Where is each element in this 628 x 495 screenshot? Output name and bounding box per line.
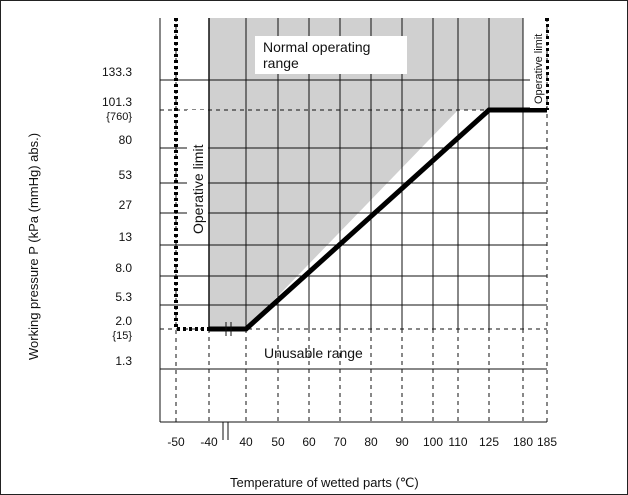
x-axis-break-mark <box>222 322 232 440</box>
x-tick-label: 50 <box>271 435 285 449</box>
y-tick-label: 133.3 <box>102 65 132 79</box>
y-tick-label: 53 <box>119 168 133 182</box>
grid-layer <box>159 18 548 423</box>
y-tick-label: 101.3 <box>102 95 132 109</box>
x-tick-label: 125 <box>479 435 499 449</box>
x-tick-label: 80 <box>364 435 378 449</box>
x-tick-label: 110 <box>448 435 467 449</box>
x-tick-label: -50 <box>167 435 185 449</box>
normal-range-label-line2: range <box>263 55 299 71</box>
y-tick-label: 5.3 <box>115 290 132 304</box>
x-tick-layer: -50 -40 40 50 60 70 80 90 100 110 125 180 185 <box>167 435 557 449</box>
x-tick-label: 185 <box>537 435 557 449</box>
y-tick-sublabel: {15} <box>112 330 132 342</box>
y-tick-layer: 133.3 101.3 {760} 80 53 27 13 8.0 5.3 2.0 {15} 1.3 <box>102 65 132 368</box>
unusable-range-label: Unusable range <box>264 345 363 361</box>
x-tick-label: 100 <box>423 435 443 449</box>
series-line-solid-thick <box>209 107 547 332</box>
operative-limit-right-box <box>530 22 546 108</box>
x-tick-label: 40 <box>239 435 253 449</box>
normal-range-label-box <box>255 36 407 74</box>
operative-limit-left-label: Operative limit <box>190 144 206 234</box>
series-layer <box>174 18 549 332</box>
x-tick-label: 180 <box>513 435 533 449</box>
y-tick-label: 80 <box>119 133 133 147</box>
x-tick-label: 90 <box>395 435 409 449</box>
y-tick-label: 13 <box>119 230 133 244</box>
x-tick-label: -40 <box>200 435 218 449</box>
normal-operating-region <box>209 18 523 329</box>
normal-range-label-line1: Normal operating <box>263 39 370 55</box>
y-tick-label: 1.3 <box>115 354 132 368</box>
y-tick-label: 8.0 <box>115 261 132 275</box>
x-axis-label: Temperature of wetted parts (℃) <box>230 475 419 490</box>
operative-limit-left-box <box>187 110 208 240</box>
operative-limit-right-label: Operative limit <box>533 34 545 104</box>
x-tick-label: 60 <box>302 435 316 449</box>
series-line-dotted-left <box>174 18 209 331</box>
y-axis-label: Working pressure P (kPa (mmHg) abs.) <box>26 133 41 360</box>
y-tick-sublabel: {760} <box>106 111 132 123</box>
x-tick-label: 70 <box>333 435 347 449</box>
y-tick-label: 2.0 <box>115 314 132 328</box>
y-tick-label: 27 <box>119 198 133 212</box>
